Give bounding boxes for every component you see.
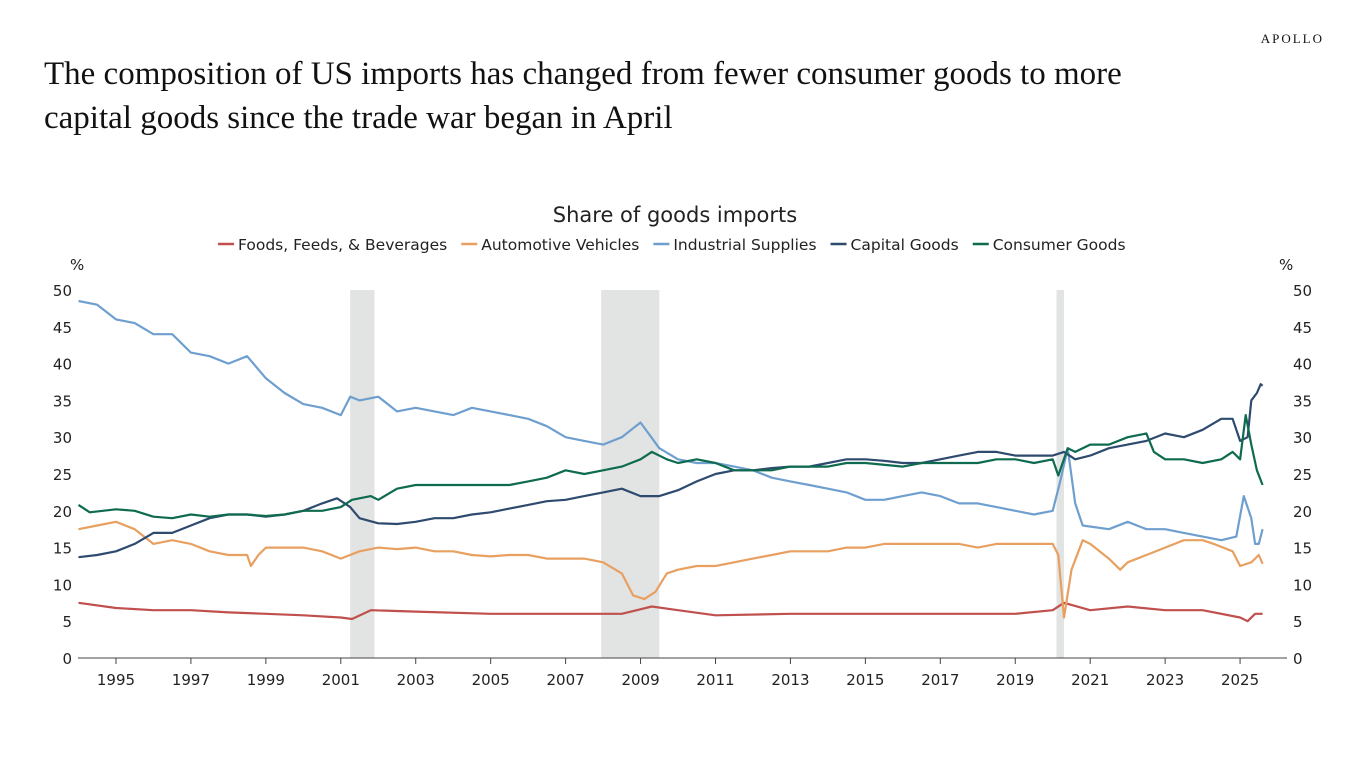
y-tick-label-right: 50 — [1293, 282, 1312, 300]
x-tick-label: 1999 — [247, 671, 285, 689]
legend-label: Foods, Feeds, & Beverages — [238, 236, 447, 254]
y-tick-label-left: 30 — [53, 429, 72, 447]
series-line-capital-goods — [78, 383, 1264, 559]
legend-label: Consumer Goods — [993, 236, 1126, 254]
x-tick-label: 1997 — [172, 671, 210, 689]
x-tick-label: 2005 — [472, 671, 510, 689]
x-tick-label: 2017 — [921, 671, 959, 689]
x-tick-label: 2023 — [1146, 671, 1184, 689]
y-tick-label-left: 45 — [53, 319, 72, 337]
x-tick-label: 2003 — [397, 671, 435, 689]
legend-label: Industrial Supplies — [673, 236, 816, 254]
y-tick-label-right: 20 — [1293, 503, 1312, 521]
page-title: The composition of US imports has change… — [44, 56, 1122, 136]
y-tick-label-right: 10 — [1293, 576, 1312, 594]
y-tick-label-left: 40 — [53, 356, 72, 374]
y-tick-label-left: 20 — [53, 503, 72, 521]
x-tick-label: 2015 — [846, 671, 884, 689]
y-tick-label-left: 50 — [53, 282, 72, 300]
y-tick-label-left: 10 — [53, 576, 72, 594]
x-tick-label: 2021 — [1071, 671, 1109, 689]
legend-label: Capital Goods — [851, 236, 959, 254]
y-tick-label-right: 25 — [1293, 466, 1312, 484]
series-line-automotive-vehicles — [78, 520, 1264, 619]
x-tick-label: 2009 — [621, 671, 659, 689]
x-tick-label: 2025 — [1221, 671, 1259, 689]
x-tick-label: 2019 — [996, 671, 1034, 689]
y-tick-label-left: 35 — [53, 392, 72, 410]
series-line-foods-feeds-beverages — [78, 601, 1263, 623]
x-tick-label: 2011 — [696, 671, 734, 689]
recession-shading — [601, 290, 660, 658]
apollo-logo: APOLLO — [1260, 31, 1324, 46]
legend-label: Automotive Vehicles — [481, 236, 639, 254]
y-tick-label-right: 40 — [1293, 356, 1312, 374]
y-tick-label-left: 25 — [53, 466, 72, 484]
y-tick-label-right: 0 — [1293, 650, 1303, 668]
chart-title: Share of goods imports — [553, 203, 797, 227]
y-axis-label-right: % — [1279, 256, 1293, 274]
y-tick-label-left: 5 — [62, 613, 72, 631]
y-tick-label-right: 15 — [1293, 540, 1312, 558]
x-tick-label: 2007 — [547, 671, 585, 689]
x-tick-label: 2001 — [322, 671, 360, 689]
recession-shading — [1056, 290, 1064, 658]
x-tick-label: 1995 — [97, 671, 135, 689]
y-tick-label-right: 5 — [1293, 613, 1303, 631]
x-tick-label: 2013 — [771, 671, 809, 689]
y-tick-label-left: 15 — [53, 540, 72, 558]
y-tick-label-right: 45 — [1293, 319, 1312, 337]
recession-shading — [350, 290, 375, 658]
series-line-consumer-goods — [77, 414, 1264, 520]
y-axis-label-left: % — [70, 256, 84, 274]
y-tick-label-right: 30 — [1293, 429, 1312, 447]
series-line-industrial-supplies — [78, 299, 1264, 546]
y-tick-label-right: 35 — [1293, 392, 1312, 410]
y-tick-label-left: 0 — [62, 650, 72, 668]
